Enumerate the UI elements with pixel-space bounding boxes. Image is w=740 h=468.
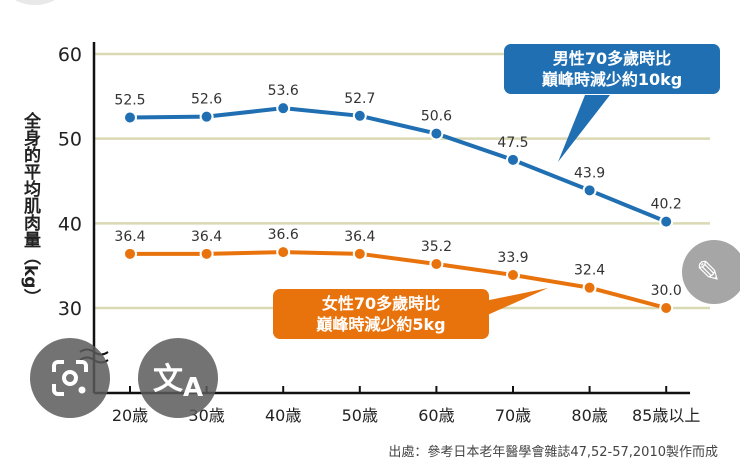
male-data-label: 52.6 bbox=[191, 92, 222, 108]
male-data-label: 40.2 bbox=[651, 197, 682, 213]
male-series-line bbox=[129, 106, 667, 224]
x-tick-label: 50歳 bbox=[342, 406, 378, 425]
male-point bbox=[276, 101, 291, 116]
female-data-label: 30.0 bbox=[651, 283, 682, 299]
female-point bbox=[659, 301, 674, 315]
y-axis-label: 全身的平均肌肉量（kg） bbox=[20, 112, 40, 306]
male-data-label: 43.9 bbox=[574, 165, 605, 181]
x-tick-label: 70歳 bbox=[495, 406, 531, 425]
x-tick-label: 20歳 bbox=[112, 406, 148, 425]
google-lens-button[interactable] bbox=[30, 338, 110, 418]
female-data-label: 35.2 bbox=[421, 239, 452, 255]
female-data-label: 36.4 bbox=[191, 229, 222, 245]
female-data-label: 36.4 bbox=[344, 229, 375, 245]
female-point bbox=[582, 280, 597, 295]
y-tick-label: 60 bbox=[58, 44, 82, 66]
male-data-label: 52.5 bbox=[114, 93, 145, 109]
male-point bbox=[123, 110, 137, 125]
y-tick-label: 30 bbox=[58, 298, 82, 320]
y-tick-label: 50 bbox=[58, 129, 82, 151]
male-data-label: 47.5 bbox=[497, 135, 528, 151]
x-tick-label: 60歳 bbox=[418, 406, 454, 425]
male-point bbox=[659, 214, 674, 229]
female-data-label: 36.4 bbox=[114, 229, 145, 245]
male-point bbox=[199, 109, 214, 124]
male-point bbox=[352, 108, 367, 123]
male-data-label: 52.7 bbox=[344, 91, 375, 107]
female-series-line bbox=[130, 250, 667, 310]
male-point bbox=[429, 126, 444, 141]
female-data-label: 32.4 bbox=[574, 263, 605, 279]
female-data-label: 33.9 bbox=[497, 250, 528, 266]
female-point bbox=[123, 246, 137, 261]
translate-button[interactable]: 文A bbox=[138, 338, 218, 418]
female-annotation: 女性70多歲時比 巔峰時減少約5kg bbox=[273, 289, 489, 339]
x-tick-label: 40歳 bbox=[265, 406, 301, 425]
translate-icon: 文A bbox=[152, 361, 204, 403]
male-point bbox=[582, 183, 597, 198]
male-data-label: 53.6 bbox=[268, 83, 299, 99]
source-note: 出處：參考日本老年醫學會雜誌47,52-57,2010製作而成 bbox=[388, 445, 718, 460]
top-overlay-button[interactable] bbox=[0, 0, 70, 5]
x-tick-label: 80歳 bbox=[571, 406, 607, 425]
google-lens-icon bbox=[52, 360, 88, 396]
female-point bbox=[199, 246, 214, 261]
male-point bbox=[506, 152, 520, 167]
male-annotation: 男性70多歲時比 巔峰時減少約10kg bbox=[504, 44, 720, 94]
female-point bbox=[276, 245, 291, 260]
edit-button[interactable]: ✎ bbox=[682, 240, 740, 304]
pencil-icon: ✎ bbox=[696, 254, 722, 290]
female-point bbox=[506, 267, 520, 282]
male-callout-pointer bbox=[558, 95, 610, 162]
female-point bbox=[352, 246, 367, 261]
y-tick-label: 40 bbox=[58, 213, 82, 235]
x-tick-label: 85歳以上 bbox=[632, 406, 700, 425]
female-data-label: 36.6 bbox=[268, 227, 299, 243]
female-point bbox=[429, 256, 444, 271]
male-data-label: 50.6 bbox=[421, 109, 452, 125]
